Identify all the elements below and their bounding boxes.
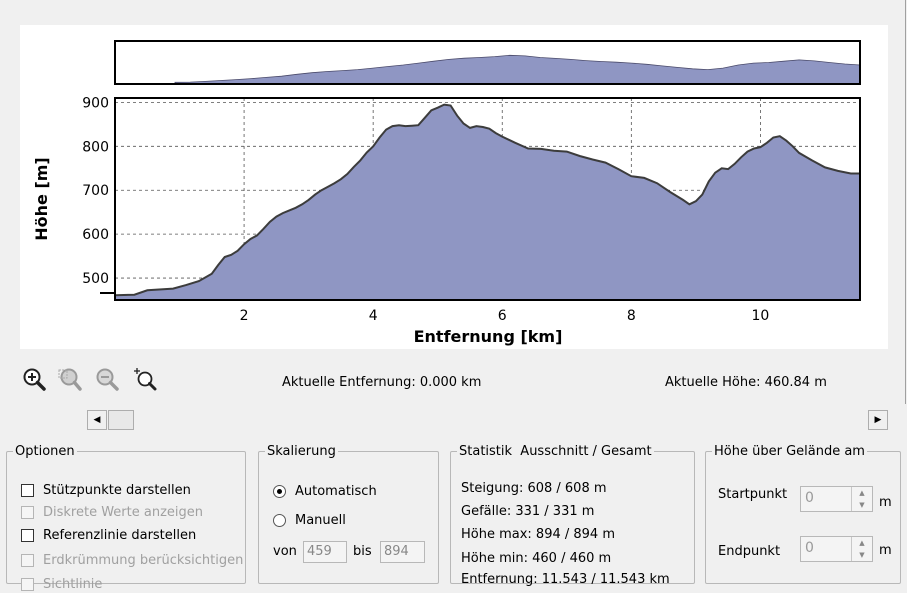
from-label: von (273, 544, 297, 559)
checkbox-icon[interactable] (21, 528, 34, 542)
option-diskrete-werte: Diskrete Werte anzeigen (21, 503, 203, 521)
zoom-out-icon (94, 366, 120, 392)
statistics-group: Statistik Ausschnitt / Gesamt Steigung: … (450, 444, 695, 587)
radio-label: Automatisch (295, 483, 377, 499)
options-group: Optionen Stützpunkte darstellen Diskrete… (6, 444, 246, 592)
x-tick-label: 10 (751, 308, 769, 324)
spin-up-icon: ▲ (851, 537, 872, 549)
y-tick-label: 500 (82, 271, 109, 287)
start-value: 0 (805, 490, 814, 506)
spin-down-icon: ▼ (851, 499, 872, 511)
option-label: Diskrete Werte anzeigen (43, 504, 203, 520)
option-stuetzpunkte[interactable]: Stützpunkte darstellen (21, 481, 191, 499)
y-tick-label: 600 (82, 227, 109, 243)
option-label: Erdkrümmung berücksichtigen (43, 552, 244, 568)
start-spinbox: 0 ▲ ▼ (800, 486, 873, 512)
horizontal-scrollbar[interactable]: ◀ ▶ (87, 410, 888, 432)
y-tick-label: 900 (82, 95, 109, 111)
start-unit: m (879, 495, 892, 510)
option-label: Sichtlinie (43, 576, 103, 592)
checkbox-icon (21, 577, 34, 591)
overview-area (174, 54, 861, 85)
end-unit: m (879, 543, 892, 558)
y-tick-label: 700 (82, 183, 109, 199)
scaling-title: Skalierung (267, 444, 336, 459)
scaling-manual-radio[interactable]: Manuell (273, 511, 346, 529)
overview-frame (114, 40, 861, 85)
elevation-area (115, 104, 860, 300)
options-title: Optionen (15, 444, 75, 459)
radio-icon[interactable] (273, 484, 286, 498)
scroll-right-button[interactable]: ▶ (868, 410, 888, 430)
current-distance-text: Aktuelle Entfernung: 0.000 km (282, 375, 482, 390)
end-value: 0 (805, 540, 814, 556)
spin-up-icon: ▲ (851, 487, 872, 499)
zoom-region-icon (57, 366, 83, 392)
checkbox-icon (21, 553, 34, 567)
arrow-left-icon: ◀ (93, 415, 101, 425)
end-label: Endpunkt (718, 544, 781, 559)
scaling-group: Skalierung Automatisch Manuell von 459 b… (258, 444, 439, 584)
elevation-line (114, 103, 860, 297)
start-label: Startpunkt (718, 487, 788, 502)
option-erdkruemmung: Erdkrümmung berücksichtigen (21, 551, 243, 569)
stat-min: Höhe min: 460 / 460 m (461, 551, 612, 566)
stat-rise: Steigung: 608 / 608 m (461, 481, 607, 496)
zoom-reset-icon[interactable] (132, 366, 158, 392)
x-tick-label: 8 (627, 308, 636, 324)
x-tick-labels: 2 4 6 8 10 (240, 308, 770, 324)
overview-strip[interactable] (114, 40, 861, 85)
radio-icon[interactable] (273, 513, 286, 527)
to-label: bis (353, 544, 372, 559)
stat-max: Höhe max: 894 / 894 m (461, 527, 616, 542)
current-height-text: Aktuelle Höhe: 460.84 m (665, 375, 827, 390)
chart-area[interactable]: 2 4 6 8 10 500 600 700 800 900 Entfernung [km] H… (20, 25, 888, 349)
y-axis-label: Höhe [m] (32, 157, 51, 241)
scaling-auto-radio[interactable]: Automatisch (273, 482, 377, 500)
plot-frame (114, 97, 861, 301)
elevation-chart[interactable]: 2 4 6 8 10 500 600 700 800 900 Entfernung [km] H… (20, 25, 888, 349)
zoom-in-icon[interactable] (21, 366, 47, 392)
option-label: Referenzlinie darstellen (43, 527, 197, 543)
terrain-title: Höhe über Gelände am (714, 444, 865, 459)
end-spinbox: 0 ▲ ▼ (800, 536, 873, 562)
stat-distance: Entfernung: 11.543 / 11.543 km (461, 572, 670, 587)
option-sichtlinie: Sichtlinie (21, 575, 102, 593)
checkbox-icon[interactable] (21, 483, 34, 497)
statistics-title: Statistik Ausschnitt / Gesamt (459, 444, 652, 459)
to-input: 894 (380, 541, 425, 563)
x-tick-label: 4 (369, 308, 378, 324)
option-label: Stützpunkte darstellen (43, 482, 191, 498)
scroll-left-button[interactable]: ◀ (87, 410, 107, 430)
x-tick-label: 2 (240, 308, 249, 324)
from-input: 459 (303, 541, 347, 563)
terrain-height-group: Höhe über Gelände am Startpunkt 0 ▲ ▼ m … (705, 444, 901, 584)
profile-pane: 2 4 6 8 10 500 600 700 800 900 Entfernung [km] H… (20, 0, 906, 404)
x-tick-label: 6 (498, 308, 507, 324)
option-referenzlinie[interactable]: Referenzlinie darstellen (21, 526, 196, 544)
radio-label: Manuell (295, 512, 346, 528)
y-tick-labels: 500 600 700 800 900 (82, 95, 109, 287)
arrow-right-icon: ▶ (874, 415, 882, 425)
checkbox-icon (21, 505, 34, 519)
spin-down-icon: ▼ (851, 549, 872, 561)
y-tick-label: 800 (82, 139, 109, 155)
stat-fall: Gefälle: 331 / 331 m (461, 504, 595, 519)
scroll-thumb[interactable] (108, 410, 134, 430)
x-axis-label: Entfernung [km] (414, 327, 563, 346)
